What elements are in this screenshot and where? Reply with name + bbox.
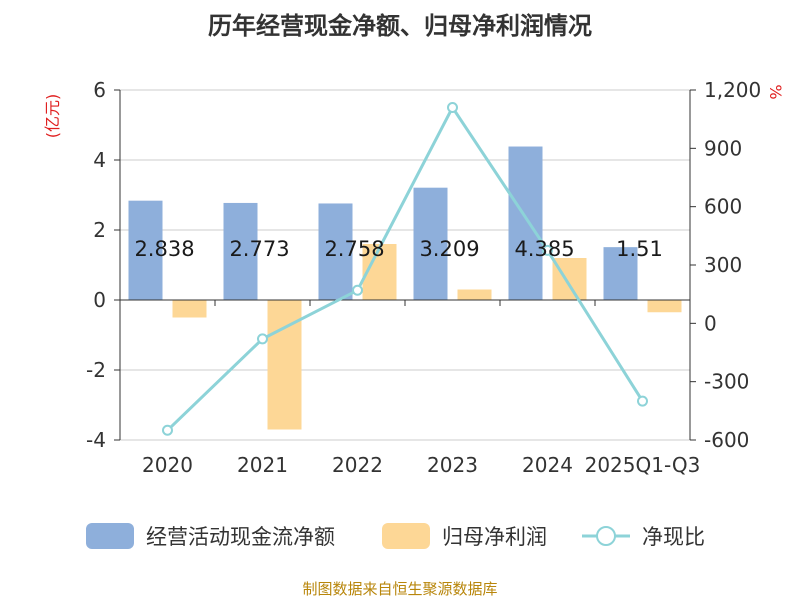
bar-net-profit [172, 300, 207, 318]
bar-cash-flow [508, 146, 543, 300]
left-tick-label: -2 [86, 358, 106, 382]
data-label-cash: 2.758 [324, 237, 384, 261]
bar-net-profit [267, 300, 302, 430]
right-tick-label: -300 [704, 370, 749, 394]
data-label-cash: 2.773 [229, 237, 289, 261]
ratio-point [637, 395, 648, 407]
ratio-point [542, 244, 553, 256]
right-tick-label: 0 [704, 311, 717, 335]
legend-label-profit: 归母净利润 [442, 525, 547, 549]
chart-title: 历年经营现金净额、归母净利润情况 [208, 12, 592, 40]
bars [128, 146, 682, 430]
category-label: 2025Q1-Q3 [585, 453, 701, 477]
ratio-point [352, 284, 363, 296]
right-tick-label: 1,200 [704, 78, 761, 102]
category-label: 2024 [522, 453, 573, 477]
ratio-line [162, 102, 648, 436]
legend-swatch-cash [86, 523, 134, 549]
bar-cash-flow [318, 203, 353, 300]
left-tick-label: 4 [93, 148, 106, 172]
legend-marker-ratio [596, 526, 616, 546]
left-tick-label: 6 [93, 78, 106, 102]
bar-cash-flow [413, 187, 448, 300]
data-label-cash: 4.385 [514, 237, 574, 261]
category-label: 2020 [142, 453, 193, 477]
ratio-point [447, 102, 458, 113]
data-label-cash: 2.838 [134, 237, 194, 261]
legend-swatch-profit [382, 523, 430, 549]
right-tick-label: -600 [704, 428, 749, 452]
bar-cash-flow [223, 202, 258, 300]
bar-cash-flow [603, 247, 638, 300]
data-label-cash: 3.209 [419, 237, 479, 261]
right-tick-label: 600 [704, 195, 742, 219]
legend[interactable]: 经营活动现金流净额 归母净利润 净现比 [86, 523, 705, 549]
left-tick-label: -4 [86, 428, 106, 452]
legend-label-cash: 经营活动现金流净额 [146, 525, 335, 549]
legend-label-ratio: 净现比 [642, 525, 705, 549]
category-label: 2022 [332, 453, 383, 477]
source-note: 制图数据来自恒生聚源数据库 [302, 580, 497, 598]
axes [114, 89, 696, 441]
category-label: 2023 [427, 453, 478, 477]
bar-cash-flow [128, 200, 163, 300]
ratio-point [257, 333, 268, 345]
tick-labels: -4 -2 0 2 4 6 -600 -300 0 300 600 900 1,200 2020 2021 2… [86, 78, 761, 477]
right-axis-unit: % [766, 84, 785, 99]
left-tick-label: 2 [93, 218, 106, 242]
data-labels: 2.838 2.773 2.758 3.209 4.385 1.51 [134, 237, 662, 261]
category-label: 2021 [237, 453, 288, 477]
ratio-point [162, 424, 173, 436]
right-tick-label: 300 [704, 253, 742, 277]
bar-net-profit [647, 300, 682, 313]
ratio-line-path [166, 104, 644, 432]
data-label-cash: 1.51 [616, 237, 663, 261]
right-tick-label: 900 [704, 136, 742, 160]
left-tick-label: 0 [93, 288, 106, 312]
left-axis-unit: (亿元) [43, 94, 62, 139]
bar-net-profit [457, 289, 492, 300]
